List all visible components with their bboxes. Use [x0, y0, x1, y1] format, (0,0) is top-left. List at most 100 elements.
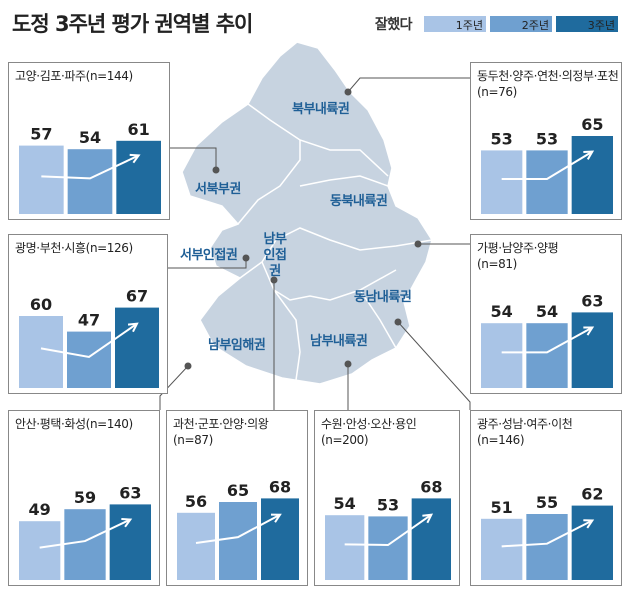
bar-3주년	[261, 498, 299, 580]
bar-value-label: 65	[581, 115, 603, 134]
panel-title: 동두천·양주·연천·의정부·포천(n=76)	[477, 69, 619, 99]
leader-dot-dongbuk	[414, 240, 422, 248]
trend-line	[40, 322, 138, 359]
bar-chart: 57 54 61	[19, 120, 161, 214]
panel-ansan: 안산·평택·화성(n=140) 49 59 63	[8, 410, 160, 586]
bar-1주년	[481, 323, 523, 388]
bar-1주년	[325, 515, 365, 580]
leader-dot-nambu-naeryuk	[344, 360, 352, 368]
bar-2주년	[219, 502, 257, 580]
bar-chart: 54 54 63	[481, 291, 613, 388]
trend-line	[344, 513, 432, 547]
bar-3주년	[571, 312, 613, 388]
map-outline	[181, 41, 433, 385]
border-southeast	[359, 289, 397, 349]
bar-2주년	[526, 514, 568, 580]
panel-title: 광주·성남·여주·이천(n=146)	[477, 417, 573, 447]
bar-3주년	[109, 504, 151, 580]
bar-3주년	[411, 498, 451, 580]
bar-value-label: 54	[536, 302, 558, 321]
bar-value-label: 56	[185, 492, 207, 511]
bar-value-label: 65	[227, 481, 249, 500]
bar-value-label: 60	[30, 295, 52, 314]
trend-line	[501, 150, 593, 181]
bar-value-label: 63	[119, 483, 141, 502]
legend-swatch-year2: 2주년	[490, 16, 552, 32]
bar-value-label: 53	[536, 129, 558, 148]
region-label-nambu-naeryuk: 남부내륙권	[310, 334, 368, 349]
leader-dot-nambu-imhae	[184, 362, 192, 370]
panel-gwangmyeong: 광명·부천·시흥(n=126) 60 47 67	[8, 234, 168, 394]
chart-title: 도정 3주년 평가 권역별 추이	[12, 12, 253, 36]
bar-value-label: 49	[29, 500, 51, 519]
bar-2주년	[526, 323, 568, 388]
region-label-nambu-imhae: 남부임해권	[208, 338, 266, 353]
panel-title: 과천·군포·안양·의왕(n=87)	[173, 417, 269, 447]
bar-value-label: 54	[334, 494, 356, 513]
bar-chart: 53 53 65	[481, 115, 613, 214]
trend-arrowhead	[121, 518, 133, 528]
trend-line	[501, 519, 593, 548]
legend-label-year2: 2주년	[521, 19, 549, 32]
legend-swatch-year3: 3주년	[556, 16, 618, 32]
region-label-dongbuk: 동북내륙권	[330, 194, 388, 209]
legend-lead: 잘했다	[374, 17, 413, 33]
bar-chart: 51 55 62	[481, 485, 613, 580]
bar-3주년	[571, 136, 613, 214]
panel-gapyeong: 가평·남양주·양평(n=81) 54 54 63	[470, 234, 622, 394]
panel-gwangju: 광주·성남·여주·이천(n=146) 51 55 62	[470, 410, 622, 586]
bar-chart: 54 53 68	[325, 477, 451, 580]
bar-2주년	[67, 331, 111, 388]
bar-2주년	[368, 516, 408, 580]
region-label-seobuk: 서북부권	[195, 182, 241, 197]
bar-value-label: 67	[126, 287, 148, 306]
leader-dot-bukbu	[344, 88, 352, 96]
panel-dongducheon: 동두천·양주·연천·의정부·포천(n=76) 53 53 65	[470, 62, 622, 220]
leader-line-bukbu	[347, 77, 470, 93]
trend-arrowhead	[129, 153, 141, 164]
panel-suwon: 수원·안성·오산·용인(n=200) 54 53 68	[314, 410, 460, 586]
bar-1주년	[19, 145, 64, 214]
panel-gwacheon: 과천·군포·안양·의왕(n=87) 56 65 68	[166, 410, 308, 586]
border-north	[247, 103, 389, 177]
bar-value-label: 55	[536, 493, 558, 512]
trend-line	[41, 154, 140, 180]
bar-2주년	[526, 150, 568, 214]
border-west-adj	[239, 227, 433, 279]
bar-value-label: 53	[377, 495, 399, 514]
leader-dot-nambu-adj	[270, 276, 278, 284]
region-label-bukbu: 북부내륙권	[292, 102, 350, 117]
panel-title: 가평·남양주·양평(n=81)	[477, 241, 559, 271]
bar-1주년	[481, 518, 523, 580]
legend-label-year3: 3주년	[587, 19, 615, 32]
leader-line-seobuk	[170, 147, 217, 170]
leader-dot-dongnam	[394, 318, 402, 326]
region-label-dongnam: 동남내륙권	[354, 290, 412, 305]
bar-value-label: 54	[79, 128, 101, 147]
legend-label-year1: 1주년	[455, 19, 483, 32]
panel-goyang: 고양·김포·파주(n=144) 57 54 61	[8, 62, 170, 220]
region-label-nambu-adj: 남부인접권	[254, 232, 296, 280]
trend-line	[195, 513, 281, 545]
trend-arrowhead	[583, 326, 595, 336]
legend: 잘했다 1주년 2주년 3주년	[375, 14, 622, 34]
trend-line	[501, 326, 593, 354]
bar-value-label: 59	[74, 488, 96, 507]
bar-value-label: 62	[581, 485, 603, 504]
bar-1주년	[481, 150, 523, 214]
bar-2주년	[64, 509, 106, 580]
bar-value-label: 68	[269, 477, 291, 496]
region-label-nambu-adj-text: 남부인접권	[263, 232, 287, 279]
leader-dot-seobu-adj	[242, 254, 250, 262]
bar-value-label: 54	[491, 302, 513, 321]
bar-value-label: 47	[78, 311, 100, 330]
trend-arrowhead	[127, 322, 139, 333]
panel-title: 광명·부천·시흥(n=126)	[15, 241, 133, 255]
bar-value-label: 53	[491, 129, 513, 148]
bar-chart: 60 47 67	[19, 287, 159, 388]
bar-value-label: 57	[30, 125, 52, 144]
bar-3주년	[571, 505, 613, 580]
legend-swatch-year1: 1주년	[424, 16, 486, 32]
bar-1주년	[19, 521, 61, 580]
